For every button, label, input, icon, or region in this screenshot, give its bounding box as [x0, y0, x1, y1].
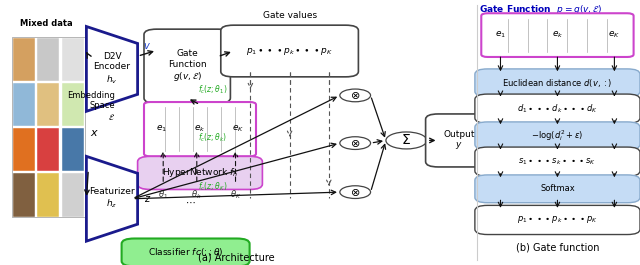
Bar — [37, 173, 60, 217]
Text: $p_1 \bullet \bullet \bullet p_k \bullet \bullet \bullet p_K$: $p_1 \bullet \bullet \bullet p_k \bullet… — [517, 214, 598, 226]
FancyBboxPatch shape — [221, 25, 358, 77]
FancyBboxPatch shape — [475, 175, 640, 203]
FancyBboxPatch shape — [475, 147, 640, 176]
Circle shape — [340, 89, 371, 102]
Bar — [37, 128, 60, 171]
FancyBboxPatch shape — [122, 238, 250, 265]
FancyBboxPatch shape — [426, 114, 493, 167]
Text: Mixed data: Mixed data — [20, 19, 73, 28]
Text: HyperNetwork $f_h$: HyperNetwork $f_h$ — [162, 166, 238, 179]
Text: $e_k$: $e_k$ — [552, 30, 563, 40]
Text: D2V
Encoder
$h_v$: D2V Encoder $h_v$ — [93, 52, 131, 86]
Text: $s_1 \bullet \bullet \bullet s_k \bullet \bullet \bullet s_K$: $s_1 \bullet \bullet \bullet s_k \bullet… — [518, 156, 596, 167]
Text: Euclidean distance $d(v, :)$: Euclidean distance $d(v, :)$ — [502, 77, 612, 89]
Text: Gate values: Gate values — [263, 11, 317, 20]
Bar — [62, 173, 84, 217]
Text: (b) Gate function: (b) Gate function — [516, 242, 599, 253]
Text: $\theta_k$: $\theta_k$ — [191, 188, 202, 201]
Text: Classifier $fc(;; \theta)$: Classifier $fc(;; \theta)$ — [148, 246, 223, 258]
Text: $e_1$: $e_1$ — [156, 124, 168, 134]
Text: (a) Architecture: (a) Architecture — [198, 252, 275, 262]
Text: $\cdots$: $\cdots$ — [185, 196, 196, 206]
FancyBboxPatch shape — [475, 205, 640, 235]
Text: $z$: $z$ — [144, 194, 151, 204]
Bar — [62, 83, 84, 126]
Bar — [62, 38, 84, 81]
Text: $\otimes$: $\otimes$ — [350, 138, 360, 149]
Text: $\Sigma$: $\Sigma$ — [401, 134, 412, 147]
Circle shape — [386, 132, 427, 149]
Text: $\theta_1$: $\theta_1$ — [158, 188, 168, 201]
Text: Featurizer
$h_z$: Featurizer $h_z$ — [89, 187, 135, 210]
Text: $x$: $x$ — [90, 127, 99, 138]
Text: $e_K$: $e_K$ — [232, 124, 244, 134]
Text: $\theta_K$: $\theta_K$ — [230, 188, 241, 201]
Text: $-\log(d_i^2 + \epsilon)$: $-\log(d_i^2 + \epsilon)$ — [531, 128, 584, 143]
Circle shape — [340, 137, 371, 149]
FancyBboxPatch shape — [475, 69, 640, 97]
Text: $f_c(z;\theta_1)$: $f_c(z;\theta_1)$ — [198, 84, 228, 96]
Text: Gate
Function
$g(v,\mathcal{E})$: Gate Function $g(v,\mathcal{E})$ — [168, 49, 207, 83]
Text: $e_K$: $e_K$ — [609, 30, 620, 40]
Bar — [13, 173, 35, 217]
Text: $f_c(z;\theta_k)$: $f_c(z;\theta_k)$ — [198, 131, 228, 144]
Text: $\otimes$: $\otimes$ — [350, 187, 360, 198]
FancyBboxPatch shape — [475, 122, 640, 150]
Circle shape — [340, 186, 371, 198]
FancyBboxPatch shape — [138, 156, 262, 189]
FancyBboxPatch shape — [144, 102, 256, 156]
Text: $p_1 \bullet \bullet \bullet p_k \bullet \bullet \bullet p_K$: $p_1 \bullet \bullet \bullet p_k \bullet… — [246, 46, 333, 56]
Bar — [13, 83, 35, 126]
Bar — [12, 37, 85, 217]
Bar — [37, 38, 60, 81]
Text: $\otimes$: $\otimes$ — [350, 90, 360, 101]
FancyBboxPatch shape — [144, 29, 230, 103]
Bar — [37, 83, 60, 126]
Text: $d_1 \bullet \bullet \bullet d_k \bullet \bullet \bullet d_K$: $d_1 \bullet \bullet \bullet d_k \bullet… — [517, 102, 598, 115]
Text: Output
$y$: Output $y$ — [444, 130, 475, 151]
Text: Softmax: Softmax — [540, 184, 575, 193]
Bar — [62, 128, 84, 171]
Text: $v$: $v$ — [143, 41, 151, 51]
Polygon shape — [86, 156, 138, 241]
Text: Gate Function  $p = g(v, \mathcal{E})$: Gate Function $p = g(v, \mathcal{E})$ — [479, 3, 602, 16]
Bar — [13, 38, 35, 81]
Polygon shape — [86, 26, 138, 111]
Text: $f_c(z;\theta_K)$: $f_c(z;\theta_K)$ — [198, 180, 228, 193]
Text: Embedding
Space
$\mathcal{E}$: Embedding Space $\mathcal{E}$ — [67, 91, 115, 121]
FancyBboxPatch shape — [481, 13, 634, 57]
FancyBboxPatch shape — [475, 94, 640, 123]
Text: $e_k$: $e_k$ — [195, 124, 205, 134]
Bar — [13, 128, 35, 171]
Text: $e_1$: $e_1$ — [495, 30, 506, 40]
